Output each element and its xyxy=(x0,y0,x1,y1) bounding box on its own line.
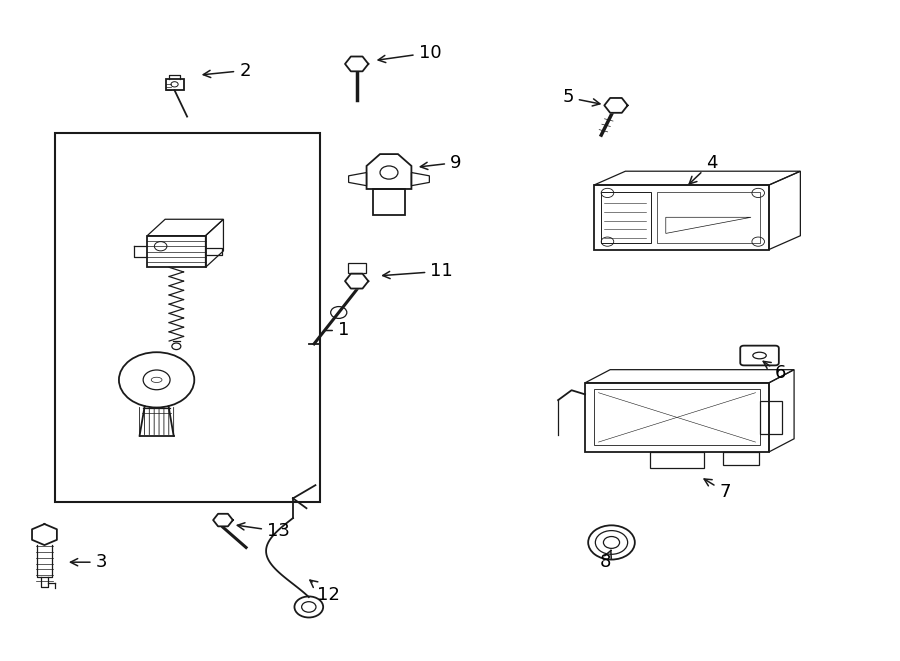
Bar xyxy=(347,262,365,272)
Text: 5: 5 xyxy=(562,89,600,106)
Text: 13: 13 xyxy=(238,522,290,540)
Bar xyxy=(594,389,760,446)
Text: 4: 4 xyxy=(689,153,717,184)
Bar xyxy=(760,401,782,434)
Text: 8: 8 xyxy=(600,550,611,571)
Text: 1: 1 xyxy=(325,321,349,340)
Text: 11: 11 xyxy=(382,262,453,280)
Text: 12: 12 xyxy=(310,580,340,604)
Bar xyxy=(373,189,405,215)
Polygon shape xyxy=(345,56,368,71)
Bar xyxy=(601,192,651,243)
Text: 9: 9 xyxy=(420,153,462,172)
Polygon shape xyxy=(604,98,627,113)
Bar xyxy=(723,452,759,465)
Text: 6: 6 xyxy=(763,362,787,382)
Bar xyxy=(650,452,704,469)
Text: 7: 7 xyxy=(704,479,731,501)
Bar xyxy=(55,133,319,502)
Text: 10: 10 xyxy=(378,44,441,63)
Bar xyxy=(657,192,760,243)
Polygon shape xyxy=(345,274,368,289)
Text: 2: 2 xyxy=(203,61,251,79)
Polygon shape xyxy=(32,524,57,545)
Polygon shape xyxy=(213,514,233,526)
Text: 3: 3 xyxy=(70,553,107,571)
